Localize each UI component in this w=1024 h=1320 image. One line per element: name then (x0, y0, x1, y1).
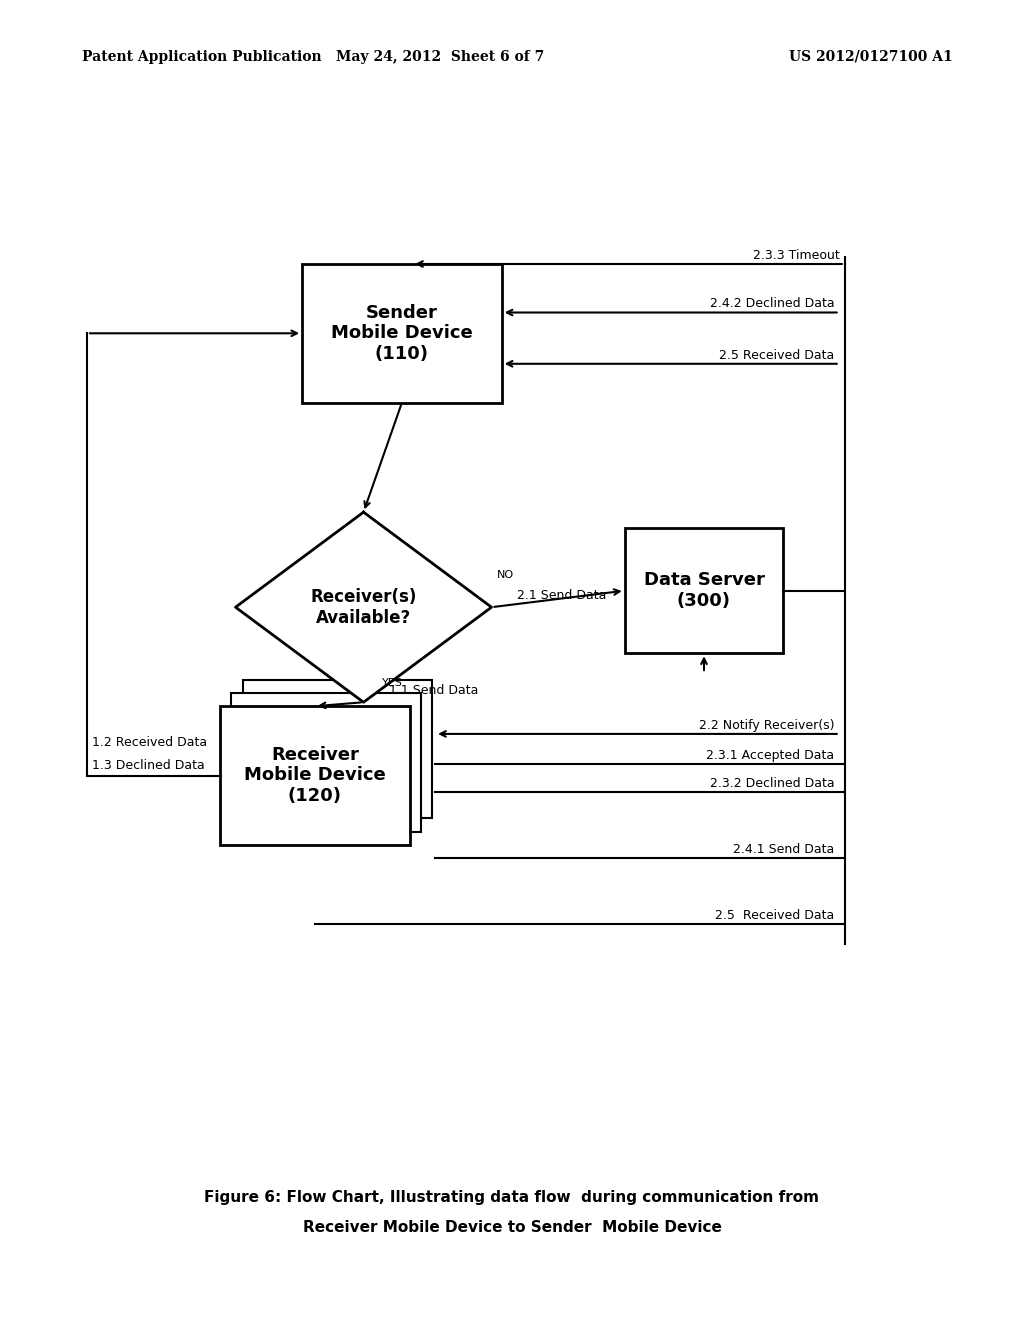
Text: Figure 6: Flow Chart, Illustrating data flow  during communication from: Figure 6: Flow Chart, Illustrating data … (205, 1189, 819, 1205)
Text: US 2012/0127100 A1: US 2012/0127100 A1 (788, 50, 952, 63)
Text: Receiver
Mobile Device
(120): Receiver Mobile Device (120) (244, 746, 386, 805)
Text: 2.4.2 Declined Data: 2.4.2 Declined Data (710, 297, 835, 310)
Text: 1.2 Received Data: 1.2 Received Data (92, 737, 207, 750)
FancyBboxPatch shape (231, 693, 421, 832)
FancyBboxPatch shape (243, 680, 432, 818)
Polygon shape (236, 512, 492, 702)
Text: 2.5  Received Data: 2.5 Received Data (716, 908, 835, 921)
Text: 2.1 Send Data: 2.1 Send Data (517, 589, 606, 602)
Text: Sender
Mobile Device
(110): Sender Mobile Device (110) (331, 304, 473, 363)
Text: 1.1 Send Data: 1.1 Send Data (389, 684, 478, 697)
Text: 2.2 Notify Receiver(s): 2.2 Notify Receiver(s) (699, 718, 835, 731)
FancyBboxPatch shape (625, 528, 783, 653)
FancyBboxPatch shape (302, 264, 502, 403)
Text: 2.4.1 Send Data: 2.4.1 Send Data (733, 842, 835, 855)
Text: Patent Application Publication: Patent Application Publication (82, 50, 322, 63)
Text: May 24, 2012  Sheet 6 of 7: May 24, 2012 Sheet 6 of 7 (336, 50, 545, 63)
Text: Data Server
(300): Data Server (300) (643, 572, 765, 610)
Text: 2.5 Received Data: 2.5 Received Data (719, 348, 835, 362)
Text: 1.3 Declined Data: 1.3 Declined Data (92, 759, 205, 772)
Text: 2.3.1 Accepted Data: 2.3.1 Accepted Data (707, 750, 835, 762)
FancyBboxPatch shape (220, 706, 410, 845)
Text: Receiver Mobile Device to Sender  Mobile Device: Receiver Mobile Device to Sender Mobile … (302, 1220, 722, 1236)
Text: 2.3.3 Timeout: 2.3.3 Timeout (753, 248, 840, 261)
Text: YES: YES (382, 678, 402, 689)
Text: NO: NO (497, 570, 514, 581)
Text: Receiver(s)
Available?: Receiver(s) Available? (310, 587, 417, 627)
Text: 2.3.2 Declined Data: 2.3.2 Declined Data (710, 777, 835, 789)
